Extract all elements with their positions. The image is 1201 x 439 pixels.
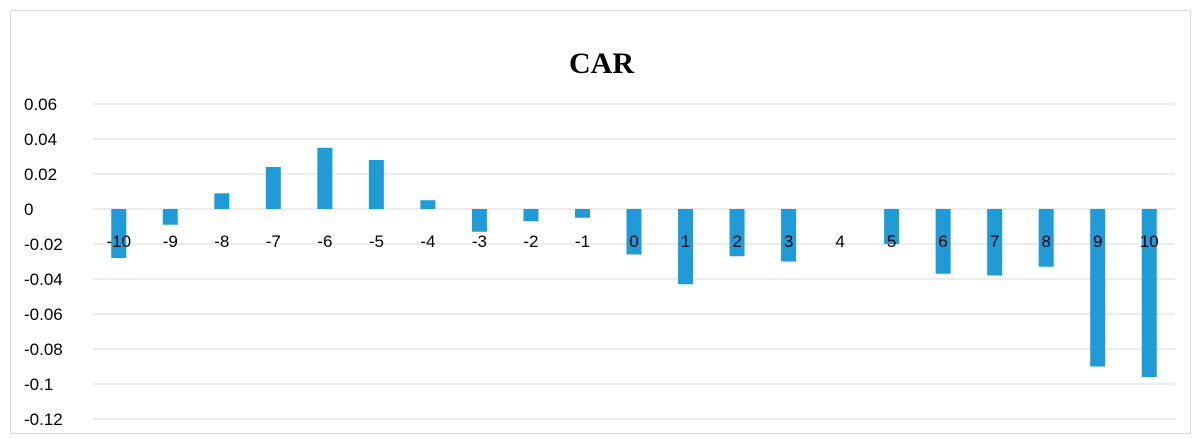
x-tick-label: 1 — [681, 232, 690, 251]
bar — [729, 209, 745, 257]
y-tick-label: 0.06 — [24, 95, 57, 114]
x-tick-label: 7 — [990, 232, 999, 251]
bar — [1090, 209, 1106, 367]
bar — [935, 209, 951, 274]
x-tick-label: 9 — [1093, 232, 1102, 251]
bar — [214, 193, 230, 209]
y-tick-label: -0.08 — [24, 340, 63, 359]
y-tick-label: -0.06 — [24, 305, 63, 324]
bar — [317, 147, 333, 209]
x-tick-label: 10 — [1140, 232, 1159, 251]
bar — [626, 209, 642, 255]
x-axis-ticks: -10 -9 -8 -7 -6 -5 -4 -3 -2 -1 0 1 2 3 4 5 6 7 8 9 10 — [106, 232, 1158, 251]
bar — [1038, 209, 1054, 267]
bar — [420, 200, 436, 209]
x-tick-label: 3 — [784, 232, 793, 251]
bars — [111, 147, 1157, 377]
y-tick-label: -0.12 — [24, 410, 63, 429]
x-tick-label: -5 — [369, 232, 384, 251]
bar — [265, 167, 281, 209]
x-tick-label: 5 — [887, 232, 896, 251]
x-tick-label: -1 — [575, 232, 590, 251]
x-tick-label: -2 — [523, 232, 538, 251]
x-tick-label: -3 — [472, 232, 487, 251]
x-tick-label: -4 — [420, 232, 435, 251]
bar — [678, 209, 694, 285]
bar — [781, 209, 797, 262]
y-tick-label: 0 — [24, 200, 33, 219]
bar — [987, 209, 1003, 276]
bar — [162, 209, 178, 225]
y-tick-label: -0.04 — [24, 270, 63, 289]
x-tick-label: 8 — [1041, 232, 1050, 251]
x-tick-label: -7 — [266, 232, 281, 251]
x-tick-label: 0 — [629, 232, 638, 251]
y-tick-label: 0.04 — [24, 130, 57, 149]
x-tick-label: 6 — [938, 232, 947, 251]
y-axis-ticks: 0.06 0.04 0.02 0 -0.02 -0.04 -0.06 -0.08 -0.1 -0.… — [24, 95, 63, 429]
x-tick-label: -6 — [317, 232, 332, 251]
bar — [884, 209, 900, 244]
bar — [1141, 209, 1157, 377]
x-tick-label: -10 — [106, 232, 131, 251]
bar — [368, 160, 384, 209]
x-tick-label: 4 — [835, 232, 844, 251]
y-tick-label: 0.02 — [24, 165, 57, 184]
y-tick-label: -0.02 — [24, 235, 63, 254]
bar — [111, 209, 127, 258]
bar — [471, 209, 487, 232]
x-tick-label: -9 — [163, 232, 178, 251]
y-tick-label: -0.1 — [24, 375, 53, 394]
gridlines — [93, 103, 1175, 420]
bar — [523, 209, 539, 222]
chart-title: CAR — [569, 47, 634, 80]
x-tick-label: -8 — [214, 232, 229, 251]
bar — [574, 209, 590, 218]
x-tick-label: 2 — [732, 232, 741, 251]
